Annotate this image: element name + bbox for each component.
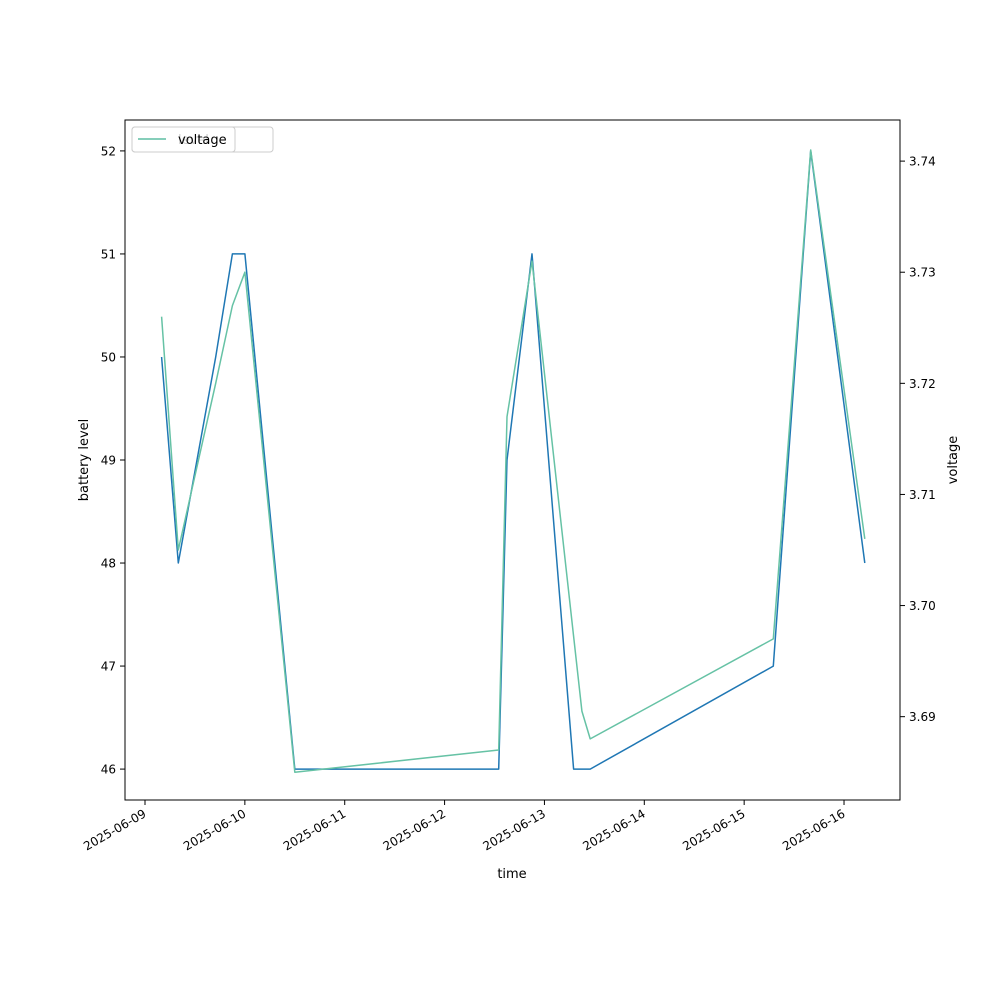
y-tick-label: 46 <box>101 763 116 777</box>
right-y-axis-label: voltage <box>946 436 961 485</box>
x-tick-label: 2025-06-10 <box>181 806 248 853</box>
plot-area <box>124 119 901 801</box>
legend-box <box>131 126 236 153</box>
y2-tick-label: 3.74 <box>909 155 936 169</box>
x-tick-label: 2025-06-16 <box>780 806 847 853</box>
x-tick-label: 2025-06-15 <box>680 806 747 853</box>
y-tick-label: 48 <box>101 557 116 571</box>
x-tick-label: 2025-06-14 <box>580 806 647 853</box>
x-tick-label: 2025-06-13 <box>481 806 548 853</box>
x-axis-ticks: 2025-06-09 2025-06-10 2025-06-11 2025-06-12… <box>81 800 848 853</box>
right-y-axis-ticks: 3.69 3.70 3.71 3.72 3.73 3.74 <box>900 155 936 724</box>
x-tick-label: 2025-06-12 <box>381 806 448 853</box>
y-tick-label: 49 <box>101 454 116 468</box>
y-tick-label: 51 <box>101 247 116 261</box>
legend: level voltage <box>131 126 274 153</box>
left-y-axis-ticks: 46 47 48 49 50 51 52 <box>101 144 125 777</box>
y2-tick-label: 3.73 <box>909 266 936 280</box>
x-axis-label: time <box>497 867 526 882</box>
y-tick-label: 50 <box>101 350 116 364</box>
y-tick-label: 47 <box>101 660 116 674</box>
series-lines <box>160 149 866 773</box>
left-y-axis-label: battery level <box>77 419 92 502</box>
y2-tick-label: 3.71 <box>909 488 936 502</box>
y2-tick-label: 3.70 <box>909 599 936 613</box>
x-tick-label: 2025-06-11 <box>281 806 348 853</box>
x-tick-label: 2025-06-09 <box>81 806 148 853</box>
legend-label-voltage: voltage <box>178 133 227 148</box>
y2-tick-label: 3.72 <box>909 377 936 391</box>
y-tick-label: 52 <box>101 144 116 158</box>
y2-tick-label: 3.69 <box>909 710 936 724</box>
series-line-level <box>160 150 866 770</box>
series-line-voltage <box>160 149 866 773</box>
